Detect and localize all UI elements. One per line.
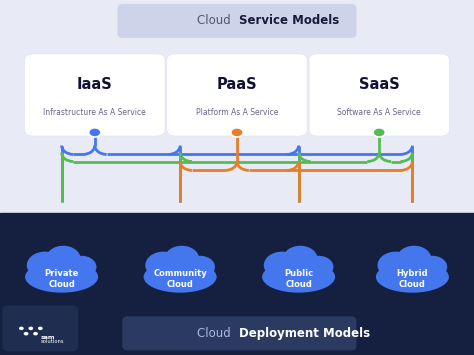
Circle shape xyxy=(24,332,28,335)
Circle shape xyxy=(46,246,81,272)
Text: Infrastructure As A Service: Infrastructure As A Service xyxy=(44,108,146,117)
Bar xyxy=(0,0,474,213)
Circle shape xyxy=(33,332,38,335)
Text: Cloud: Cloud xyxy=(197,327,235,340)
Text: Cloud: Cloud xyxy=(197,15,235,27)
FancyBboxPatch shape xyxy=(309,54,449,136)
Circle shape xyxy=(89,128,101,137)
Text: Service Models: Service Models xyxy=(239,15,339,27)
Circle shape xyxy=(373,128,385,137)
Text: Deployment Models: Deployment Models xyxy=(239,327,371,340)
Text: Private
Cloud: Private Cloud xyxy=(45,268,79,289)
Circle shape xyxy=(27,252,64,279)
FancyBboxPatch shape xyxy=(118,4,356,38)
Ellipse shape xyxy=(144,261,217,293)
Text: SaaS: SaaS xyxy=(359,77,400,92)
Circle shape xyxy=(264,252,301,279)
Circle shape xyxy=(145,252,182,279)
Circle shape xyxy=(38,327,43,330)
Circle shape xyxy=(304,256,333,278)
Ellipse shape xyxy=(262,261,335,293)
Text: IaaS: IaaS xyxy=(77,77,113,92)
Circle shape xyxy=(164,246,199,272)
Circle shape xyxy=(377,252,414,279)
Text: sam: sam xyxy=(40,335,55,340)
Circle shape xyxy=(231,128,243,137)
Bar xyxy=(0,213,474,355)
FancyBboxPatch shape xyxy=(122,316,356,350)
Circle shape xyxy=(283,246,318,272)
Text: Software As A Service: Software As A Service xyxy=(337,108,421,117)
FancyBboxPatch shape xyxy=(167,54,307,136)
Circle shape xyxy=(19,327,24,330)
FancyBboxPatch shape xyxy=(2,305,78,351)
Circle shape xyxy=(185,256,215,278)
Text: PaaS: PaaS xyxy=(217,77,257,92)
Circle shape xyxy=(397,246,431,272)
Text: Hybrid
Cloud: Hybrid Cloud xyxy=(397,268,428,289)
Text: Platform As A Service: Platform As A Service xyxy=(196,108,278,117)
Ellipse shape xyxy=(25,261,98,293)
Text: Community
Cloud: Community Cloud xyxy=(153,268,207,289)
Ellipse shape xyxy=(376,261,449,293)
Circle shape xyxy=(417,256,447,278)
FancyBboxPatch shape xyxy=(25,54,165,136)
Circle shape xyxy=(28,327,33,330)
Circle shape xyxy=(66,256,97,278)
Text: Public
Cloud: Public Cloud xyxy=(284,268,313,289)
Text: solutions: solutions xyxy=(40,339,64,344)
